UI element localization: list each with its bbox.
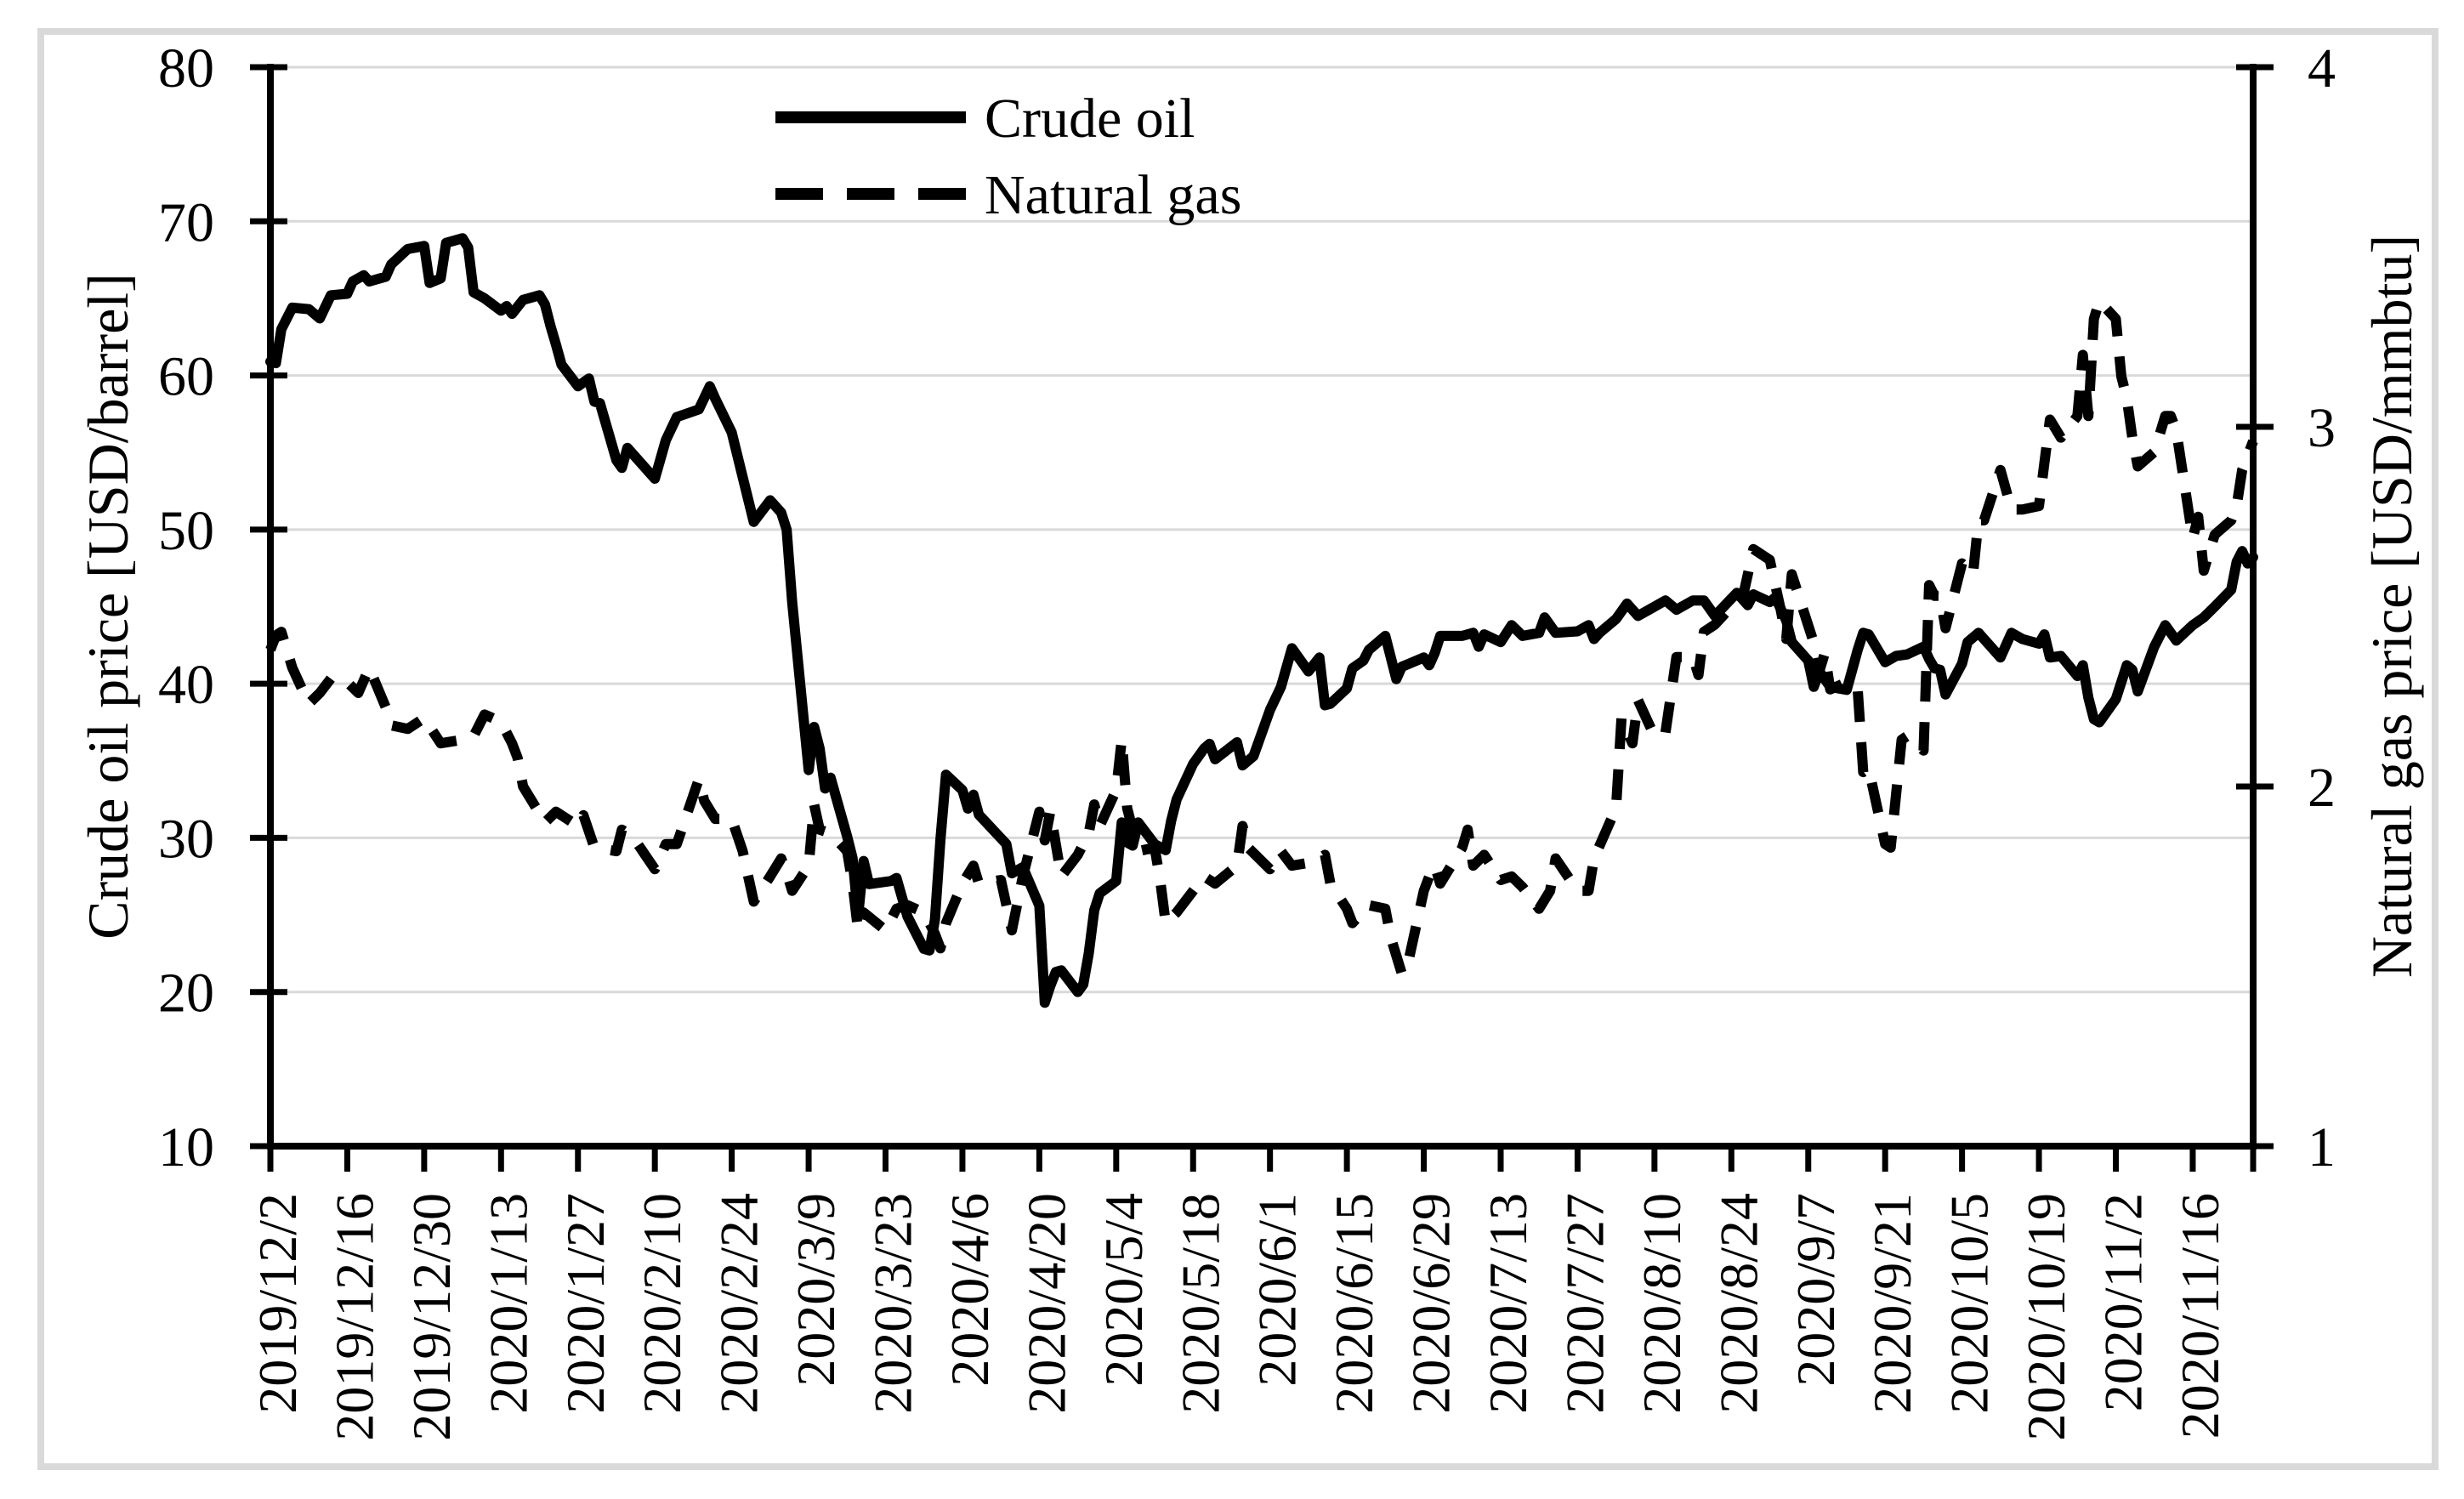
x-tick-label: 2020/6/15 (1324, 1193, 1384, 1414)
x-tick-label: 2020/1/27 (555, 1193, 616, 1414)
x-tick-label: 2020/9/7 (1786, 1193, 1846, 1387)
x-tick-label: 2020/7/27 (1554, 1193, 1615, 1414)
right-tick-label: 4 (2308, 37, 2336, 99)
x-tick-label: 2020/8/24 (1708, 1193, 1769, 1414)
right-tick-label: 1 (2308, 1116, 2336, 1178)
x-tick-label: 2020/5/4 (1093, 1193, 1154, 1387)
legend: Crude oil Natural gas (775, 88, 1241, 226)
x-tick-label: 2020/10/5 (1939, 1193, 2000, 1414)
right-tick-label: 3 (2308, 397, 2336, 459)
gridlines (270, 65, 2253, 994)
left-tick-label: 60 (158, 346, 214, 408)
legend-label-crude-oil: Crude oil (985, 88, 1195, 150)
crude-oil-line (265, 233, 2258, 1008)
x-tick-label: 2020/11/16 (2170, 1193, 2230, 1439)
x-tick-label: 2020/2/10 (632, 1193, 692, 1414)
right-tick-label: 2 (2308, 757, 2336, 819)
figure-border (37, 28, 2438, 1470)
x-tick-label: 2019/12/2 (247, 1193, 308, 1414)
left-tick-label: 20 (158, 962, 214, 1025)
x-tick-label: 2020/2/24 (709, 1193, 769, 1414)
natural-gas-line (265, 295, 2258, 979)
x-tick-label: 2019/12/16 (324, 1193, 384, 1441)
x-tick-label: 2020/7/13 (1478, 1193, 1538, 1414)
x-tick-label: 2020/11/2 (2093, 1193, 2154, 1411)
left-axis-title: Crude oil price [USD/barrel] (76, 273, 140, 940)
x-tick-label: 2020/4/6 (940, 1193, 1000, 1387)
right-axis-title: Natural gas price [USD/mmbtu] (2359, 235, 2424, 978)
x-tick-label: 2020/1/13 (478, 1193, 538, 1414)
x-tick-label: 2020/10/19 (2016, 1193, 2076, 1441)
x-tick-label: 2020/6/29 (1401, 1193, 1462, 1414)
x-tick-label: 2020/8/10 (1632, 1193, 1692, 1414)
data-series (265, 233, 2258, 1008)
left-tick-label: 40 (158, 654, 214, 716)
left-tick-label: 70 (158, 191, 214, 253)
x-tick-label: 2020/3/23 (863, 1193, 923, 1414)
x-tick-label: 2020/3/9 (786, 1193, 846, 1387)
left-tick-label: 80 (158, 37, 214, 99)
x-tick-label: 2019/12/30 (401, 1193, 462, 1441)
legend-label-natural-gas: Natural gas (985, 164, 1241, 226)
axes-and-ticks: 80 70 60 50 40 30 20 10 4 3 2 1 2019/12/2 2019/12/16 2… (158, 37, 2336, 1441)
x-tick-label: 2020/6/1 (1247, 1193, 1308, 1387)
x-tick-label: 2020/4/20 (1016, 1193, 1076, 1414)
left-tick-label: 50 (158, 500, 214, 562)
left-tick-label: 30 (158, 808, 214, 870)
left-tick-label: 10 (158, 1116, 214, 1178)
x-tick-label: 2020/5/18 (1170, 1193, 1230, 1414)
x-tick-label: 2020/9/21 (1862, 1193, 1922, 1414)
